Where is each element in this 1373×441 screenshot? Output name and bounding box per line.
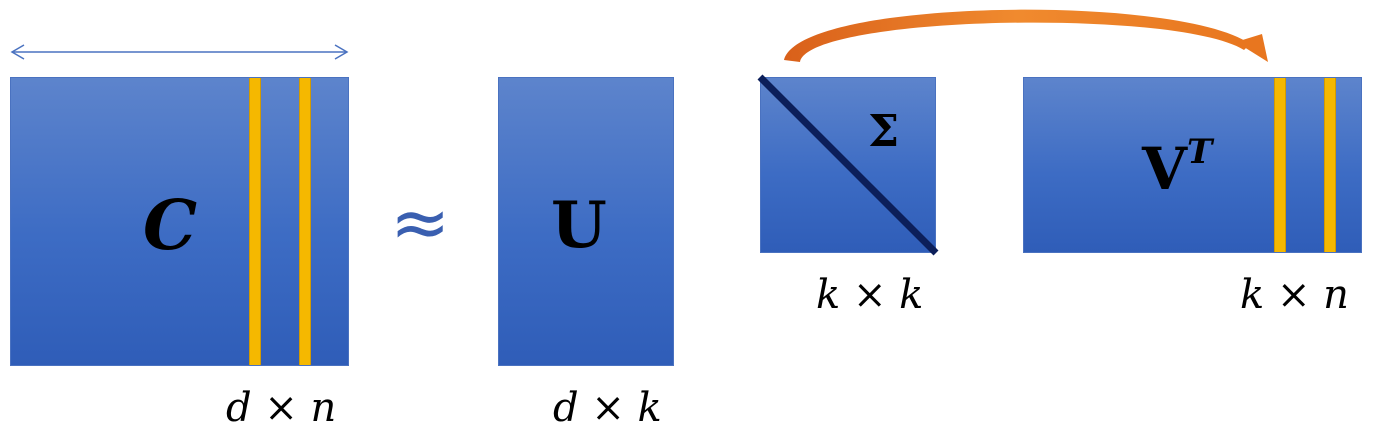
column-stripe-2	[299, 78, 311, 365]
arc-arrow-head	[1236, 34, 1268, 62]
arc-arrow	[784, 9, 1250, 62]
matrix-c	[10, 77, 349, 366]
dim-c: d × n	[226, 385, 337, 431]
matrix-u	[498, 77, 674, 366]
label-v-superscript: T	[1187, 131, 1213, 172]
label-c: C	[143, 186, 198, 266]
label-v-base: V	[1142, 135, 1188, 203]
column-stripe-4	[1324, 78, 1336, 252]
label-v: VT	[1142, 135, 1212, 198]
matrix-vt	[1023, 77, 1362, 253]
column-stripe-3	[1274, 78, 1286, 252]
approx-symbol: ≈	[390, 180, 451, 264]
label-u: U	[551, 188, 607, 263]
dim-sigma: k × k	[816, 272, 924, 318]
dim-u: d × k	[553, 385, 662, 431]
dim-vt: k × n	[1240, 272, 1349, 318]
width-arrow	[10, 44, 349, 60]
column-stripe-1	[249, 78, 261, 365]
label-sigma: Σ	[868, 106, 900, 157]
matrix-sigma	[760, 77, 936, 253]
